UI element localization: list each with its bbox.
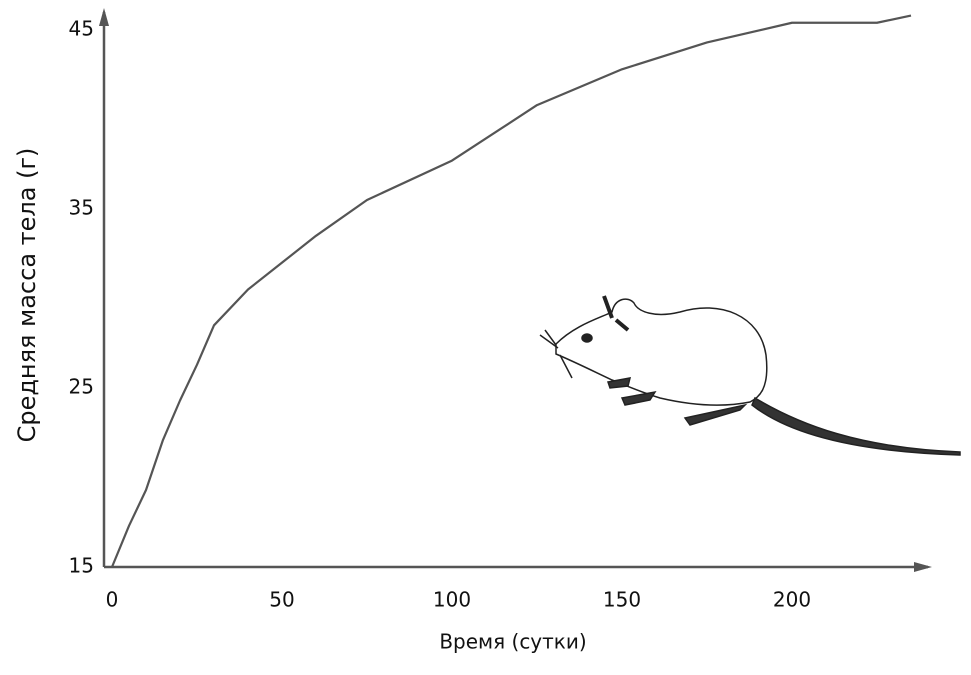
y-tick-label: 45 bbox=[69, 16, 94, 40]
data-line bbox=[110, 14, 912, 568]
x-axis-label: Время (сутки) bbox=[439, 630, 586, 654]
y-axis-label: Средняя масса тела (г) bbox=[13, 148, 41, 443]
y-axis-arrow bbox=[99, 8, 109, 26]
x-tick-label: 0 bbox=[106, 588, 119, 612]
x-tick-label: 50 bbox=[269, 588, 294, 612]
y-tick-label: 25 bbox=[69, 374, 94, 398]
x-tick-label: 200 bbox=[773, 588, 811, 612]
y-tick-label: 15 bbox=[69, 554, 94, 578]
y-tick-label: 35 bbox=[69, 195, 94, 219]
mouse-drawing bbox=[539, 295, 961, 456]
x-axis-arrow bbox=[914, 562, 932, 572]
x-tick-label: 100 bbox=[433, 588, 471, 612]
x-tick-label: 150 bbox=[603, 588, 641, 612]
